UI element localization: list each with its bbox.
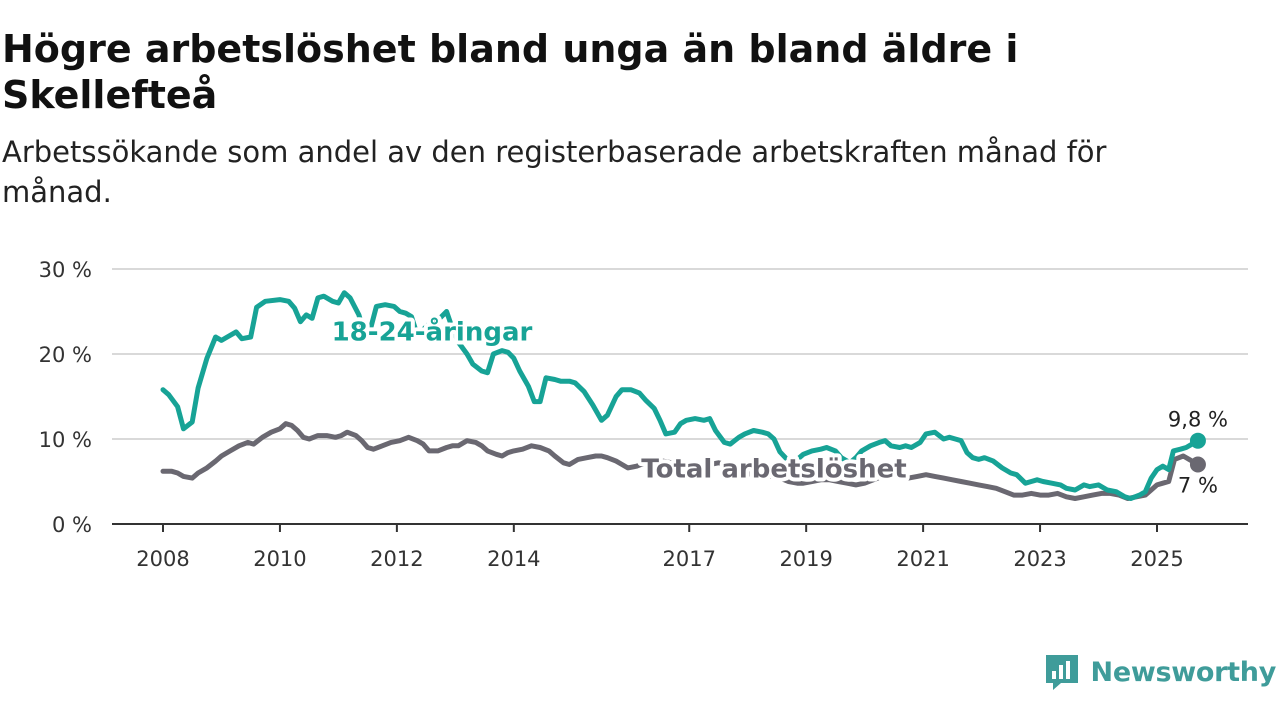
x-tick-label: 2025 xyxy=(1130,547,1183,571)
chart-subtitle: Arbetssökande som andel av den registerb… xyxy=(2,135,1107,209)
y-tick-label: 0 % xyxy=(52,513,92,537)
y-tick-label: 10 % xyxy=(39,428,92,452)
chart-title: Högre arbetslöshet bland unga än bland ä… xyxy=(2,27,1019,117)
x-tick-label: 2008 xyxy=(136,547,189,571)
series-label-youth: 18-24-åringar xyxy=(332,315,533,347)
x-tick-label: 2010 xyxy=(253,547,306,571)
newsworthy-brand[interactable]: Newsworthy xyxy=(1043,652,1276,692)
newsworthy-logo-icon xyxy=(1045,655,1078,690)
x-tick-label: 2014 xyxy=(487,547,540,571)
end-label-total: 7 % xyxy=(1178,474,1218,498)
end-point-total xyxy=(1189,456,1206,473)
x-tick-label: 2012 xyxy=(370,547,423,571)
y-tick-label: 30 % xyxy=(39,258,92,282)
brand-name: Newsworthy xyxy=(1090,656,1277,688)
series-line-youth xyxy=(160,290,1201,501)
y-tick-label: 20 % xyxy=(39,343,92,367)
x-tick-label: 2019 xyxy=(779,547,832,571)
x-tick-label: 2017 xyxy=(663,547,716,571)
x-tick-label: 2023 xyxy=(1013,547,1066,571)
series-label-total: Total arbetslöshet xyxy=(641,454,906,484)
end-label-youth: 9,8 % xyxy=(1168,408,1228,432)
x-tick-label: 2021 xyxy=(896,547,949,571)
end-point-youth xyxy=(1189,432,1206,449)
series-line-total xyxy=(160,421,1201,501)
